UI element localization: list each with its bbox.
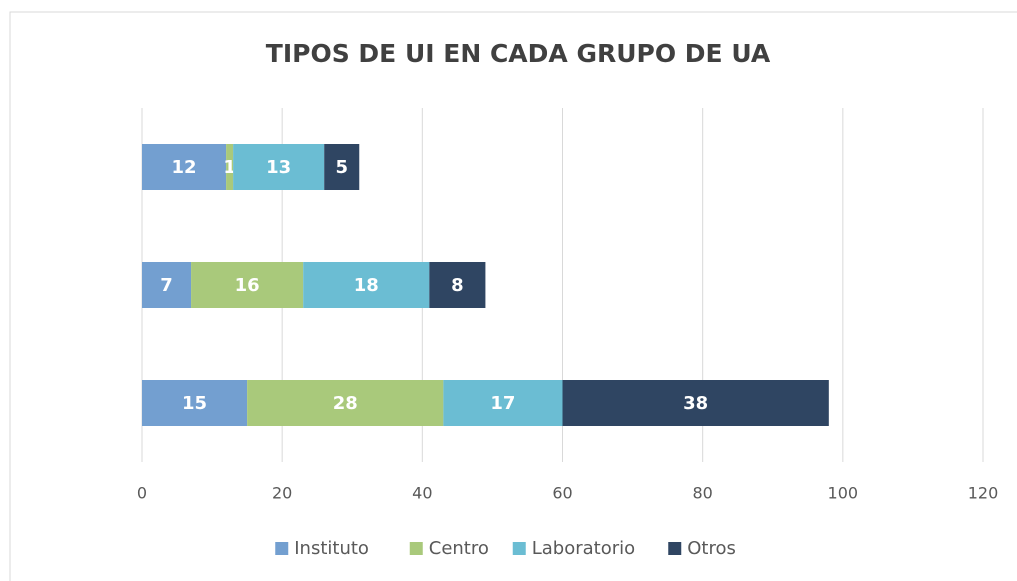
chart-title: TIPOS DE UI EN CADA GRUPO DE UA — [266, 39, 771, 68]
x-tick-label: 80 — [692, 484, 712, 503]
data-label: 7 — [160, 275, 173, 296]
bar-segment — [429, 262, 486, 308]
bar-segment — [324, 144, 360, 190]
bar-segment — [142, 380, 248, 426]
legend-swatch — [512, 542, 526, 555]
legend-label: Otros — [687, 538, 736, 559]
x-tick-label: 0 — [137, 484, 147, 503]
bar-segment — [142, 144, 227, 190]
legend-swatch — [409, 542, 423, 555]
data-label: 12 — [172, 157, 197, 178]
bar-segment — [443, 380, 563, 426]
bar-segment — [191, 262, 304, 308]
x-tick-label: 20 — [272, 484, 292, 503]
data-label: 16 — [235, 275, 260, 296]
bar-segment — [226, 144, 234, 190]
legend-label: Laboratorio — [532, 538, 635, 559]
bar-segment — [142, 262, 192, 308]
data-label: 28 — [333, 393, 358, 414]
data-label: 15 — [182, 393, 207, 414]
data-label: 13 — [266, 157, 291, 178]
legend-swatch — [275, 542, 289, 555]
data-label: 1 — [223, 157, 236, 178]
x-tick-label: 60 — [552, 484, 572, 503]
x-tick-label: 100 — [828, 484, 859, 503]
x-tick-label: 120 — [968, 484, 999, 503]
data-label: 38 — [683, 393, 708, 414]
bar-segment — [303, 262, 430, 308]
bar-segment — [562, 380, 829, 426]
bar-segment — [247, 380, 444, 426]
legend-swatch — [668, 542, 682, 555]
x-tick-label: 40 — [412, 484, 432, 503]
data-label: 18 — [354, 275, 379, 296]
legend-label: Instituto — [294, 538, 369, 559]
bar-segment — [233, 144, 325, 190]
legend-label: Centro — [429, 538, 489, 559]
data-label: 8 — [451, 275, 464, 296]
data-label: 17 — [490, 393, 515, 414]
data-label: 5 — [335, 157, 348, 178]
